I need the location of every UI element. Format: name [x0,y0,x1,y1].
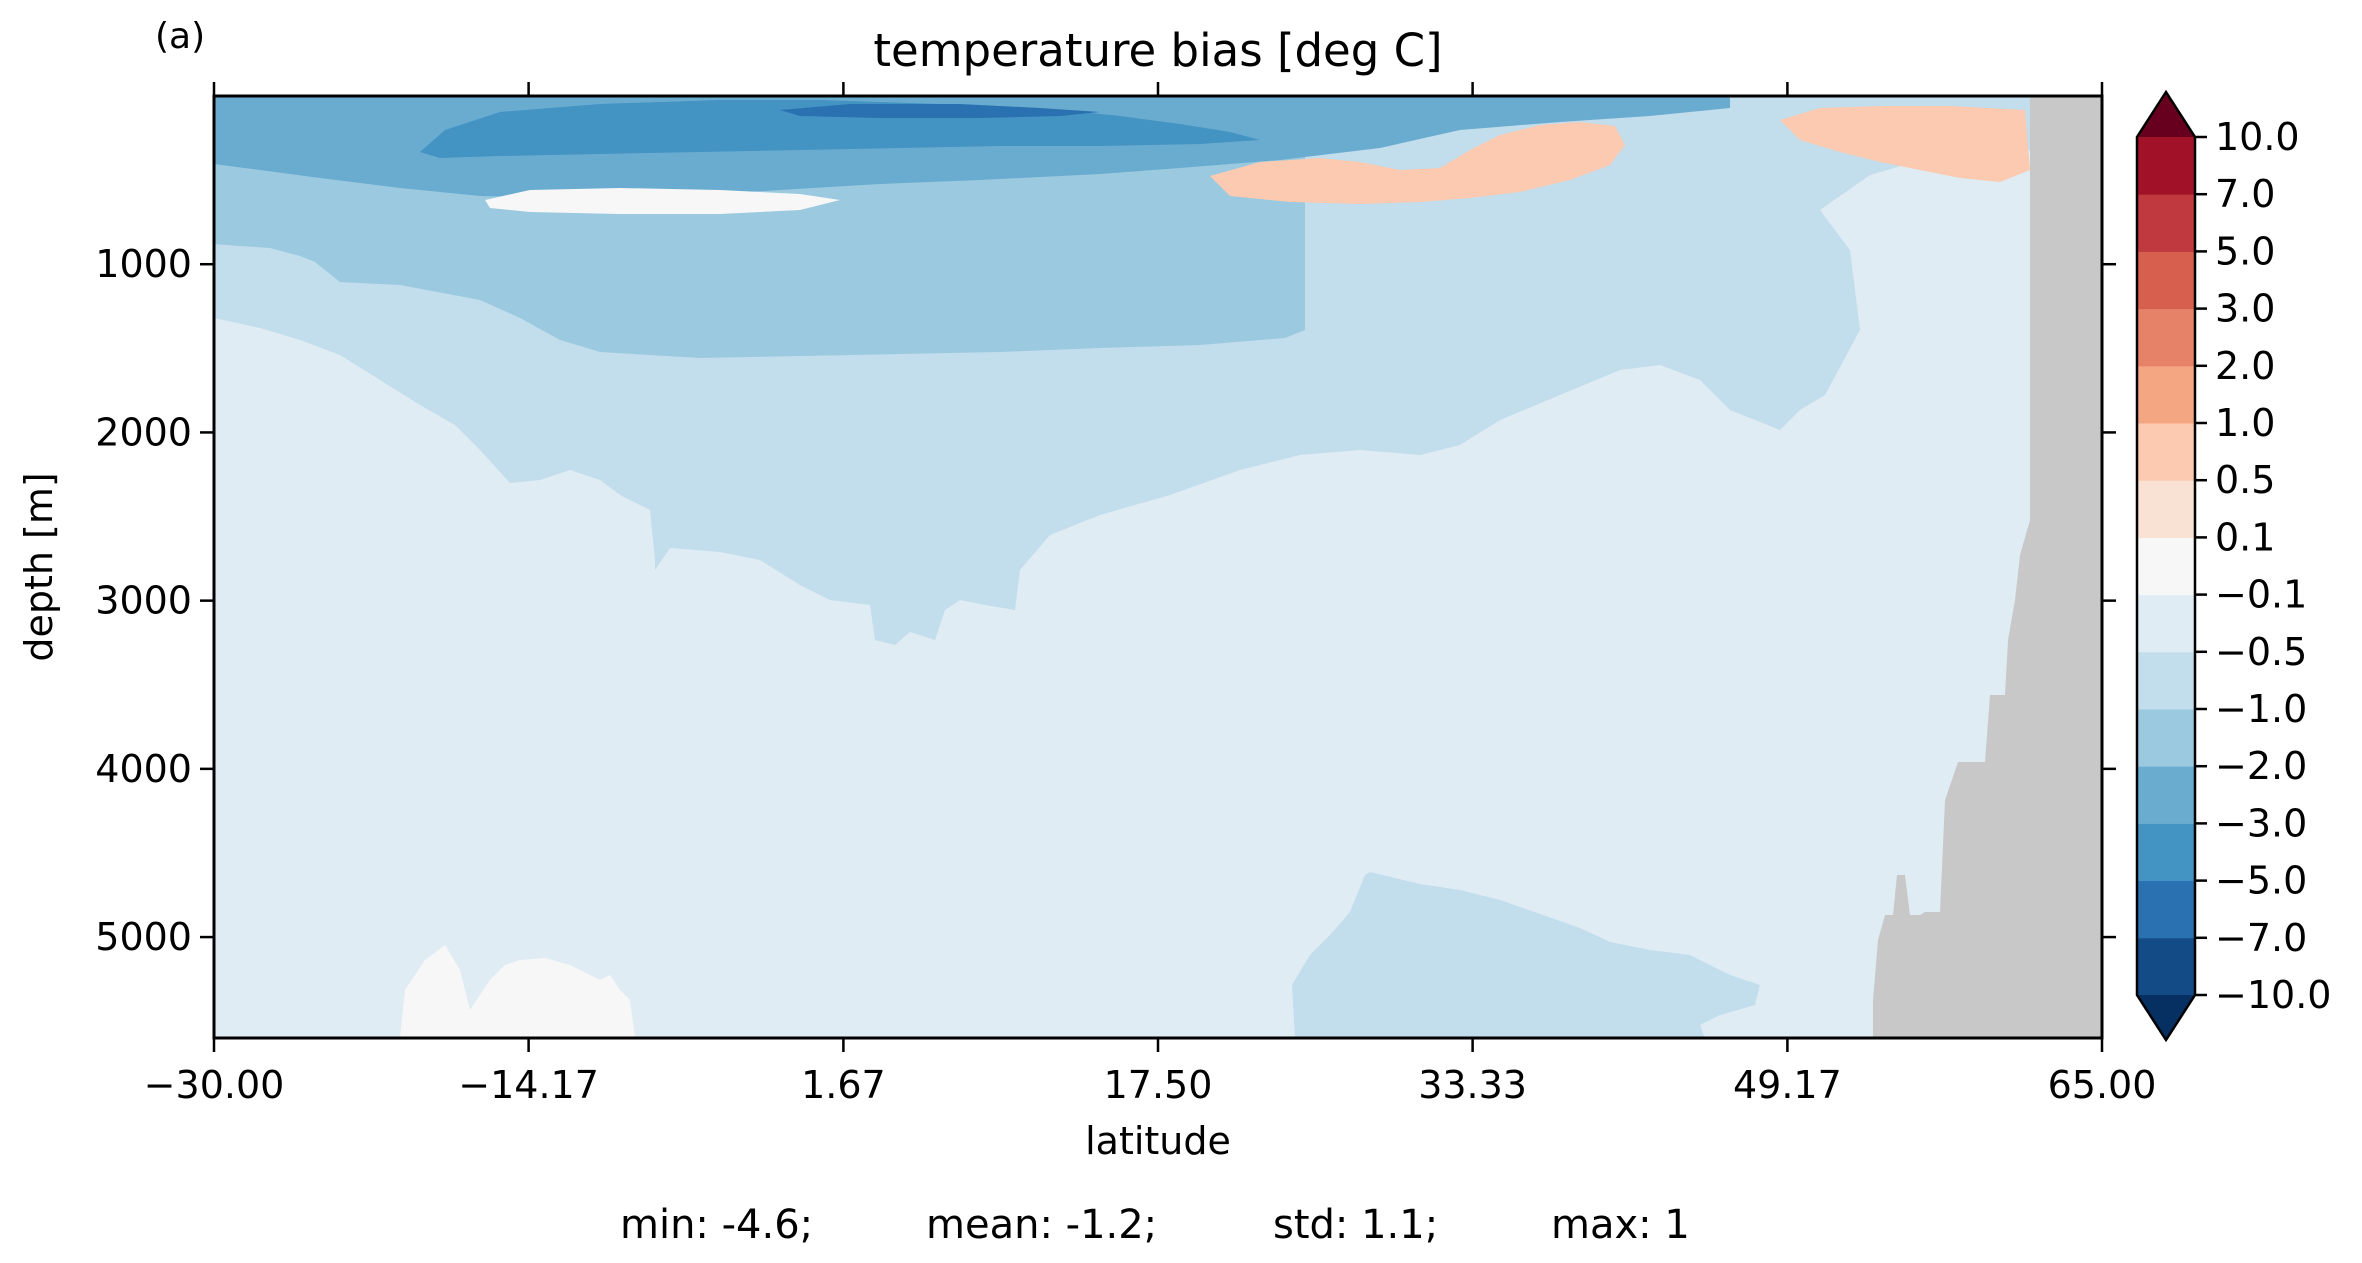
y-tick-label: 4000 [95,747,192,791]
colorbar-segment [2137,194,2195,252]
colorbar-segment [2137,709,2195,767]
y-axis-label: depth [m] [17,472,61,661]
colorbar-segment [2137,937,2195,996]
colorbar-tick-label: −0.5 [2215,630,2307,674]
region-deep-patch-south [400,945,635,1038]
colorbar-segment [2137,651,2195,710]
colorbar-segment [2137,823,2195,882]
colorbar-segment [2137,537,2195,596]
stats-line: min: -4.6; mean: -1.2; std: 1.1; max: 1 [620,1202,1690,1248]
region-surface-thin-core [780,104,1100,118]
x-tick-label: 33.33 [1418,1063,1527,1107]
contour-field [214,96,2102,1038]
y-tick-label: 1000 [95,242,192,286]
stat-max: max: 1 [1551,1202,1690,1248]
y-tick-label: 2000 [95,410,192,454]
region-warm-subpolar-inner [1840,112,2020,152]
colorbar-tick-label: 10.0 [2215,115,2300,159]
x-tick-label: 17.50 [1104,1063,1213,1107]
colorbar-tick-label: −5.0 [2215,859,2307,903]
region-deep-patch-north [1292,872,1760,1038]
colorbar-segment [2137,137,2195,195]
x-tick-label: 65.00 [2048,1063,2157,1107]
colorbar: −10.0 −7.0 −5.0 −3.0 −2.0 −1.0 −0.5 −0.1 0.1 0.5 1… [2135,89,2331,1043]
x-tick-label: −14.17 [458,1063,599,1107]
colorbar-tick-label: −7.0 [2215,916,2307,960]
land-mask [1873,96,2102,1038]
x-tick-label: 49.17 [1733,1063,1842,1107]
colorbar-tick-label: −1.0 [2215,687,2307,731]
colorbar-tick-label: 3.0 [2215,287,2275,331]
colorbar-segment [2137,423,2195,481]
region-white-lens [485,188,840,214]
colorbar-tick-label: 0.1 [2215,515,2275,559]
colorbar-tick-label: −3.0 [2215,801,2307,845]
colorbar-segment [2137,308,2195,367]
colorbar-tick-label: −10.0 [2215,973,2331,1017]
colorbar-segment [2137,365,2195,424]
y-tick-label: 3000 [95,579,192,623]
y-tick-label: 5000 [95,915,192,959]
colorbar-extend-high [2137,92,2195,137]
stat-min: min: -4.6; [620,1202,813,1248]
colorbar-segment [2137,880,2195,939]
panel-label: (a) [155,16,205,57]
colorbar-segment [2137,480,2195,538]
colorbar-segment [2137,766,2195,824]
colorbar-tick-label: 5.0 [2215,229,2275,273]
colorbar-segment [2137,594,2195,653]
colorbar-tick-label: 7.0 [2215,172,2275,216]
x-tick-label: −30.00 [144,1063,285,1107]
colorbar-extend-low [2137,995,2195,1040]
x-tick-label: 1.67 [801,1063,886,1107]
colorbar-tick-label: 2.0 [2215,344,2275,388]
stat-std: std: 1.1; [1273,1202,1438,1248]
colorbar-tick-label: −0.1 [2215,573,2307,617]
colorbar-segment [2137,251,2195,310]
region-warm-subtropics-inner [1265,138,1580,194]
x-axis: −30.00 −14.17 1.67 17.50 33.33 49.17 65.00 [144,82,2157,1107]
chart-title: temperature bias [deg C] [873,24,1442,77]
colorbar-tick-label: −2.0 [2215,744,2307,788]
y-axis: 1000 2000 3000 4000 5000 [95,242,2116,959]
stat-mean: mean: -1.2; [926,1202,1157,1248]
colorbar-tick-label: 0.5 [2215,458,2275,502]
x-axis-label: latitude [1085,1119,1231,1163]
colorbar-tick-label: 1.0 [2215,401,2275,445]
